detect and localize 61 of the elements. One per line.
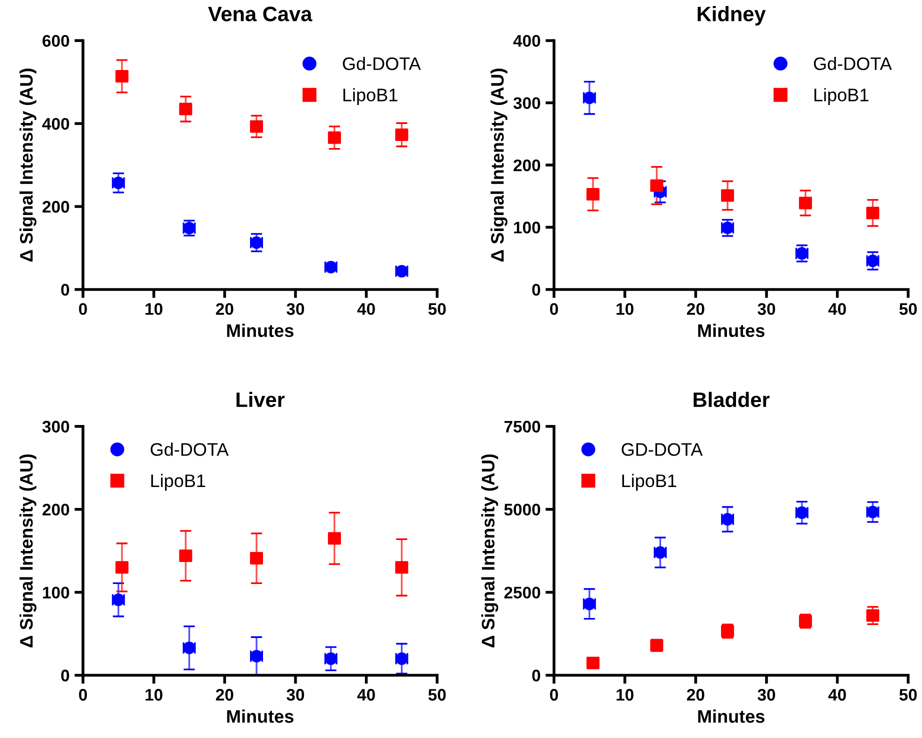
chart-title: Vena Cava — [208, 6, 312, 22]
legend-label: LipoB1 — [622, 474, 676, 491]
x-tick-label: 30 — [286, 688, 304, 701]
chart-title: Liver — [236, 392, 285, 408]
legend-label: LipoB1 — [151, 474, 206, 491]
x-tick-label: 0 — [79, 688, 87, 701]
y-tick-label: 0 — [61, 284, 70, 296]
y-tick-label: 400 — [513, 34, 540, 47]
y-tick-label: 5000 — [504, 504, 540, 516]
x-tick-label: 10 — [146, 303, 162, 315]
y-tick-label: 7500 — [504, 420, 540, 433]
legend-label: Gd-DOTA — [342, 56, 421, 70]
y-tick-label: 200 — [42, 200, 70, 213]
y-tick-label: 100 — [514, 222, 540, 234]
x-tick-label: 50 — [899, 688, 917, 701]
legend-label: Gd-DOTA — [150, 442, 229, 456]
x-axis-title: Minutes — [698, 710, 764, 723]
x-tick-label: 0 — [79, 303, 87, 315]
y-axis-title: Δ Signal Intensity (AU) — [20, 68, 36, 262]
y-axis-title: Δ Signal Intensity (AU) — [481, 454, 498, 648]
y-tick-label: 400 — [42, 118, 70, 130]
y-axis-title: Δ Signal Intensity (AU) — [490, 68, 508, 262]
x-tick-label: 20 — [216, 303, 234, 315]
x-tick-label: 20 — [686, 688, 704, 701]
x-tick-label: 40 — [357, 303, 375, 315]
y-tick-label: 0 — [532, 670, 540, 682]
chart-title: Kidney — [698, 6, 766, 26]
legend-label: Gd-DOTA — [814, 56, 892, 70]
x-tick-label: 0 — [550, 303, 558, 315]
x-tick-label: 10 — [616, 688, 634, 701]
legend-label: LipoB1 — [343, 88, 398, 105]
y-tick-label: 2500 — [504, 586, 540, 599]
y-tick-label: 200 — [514, 159, 540, 172]
x-tick-label: 20 — [216, 688, 234, 701]
x-tick-label: 40 — [828, 688, 846, 701]
y-tick-label: 0 — [61, 670, 70, 682]
legend-label: LipoB1 — [814, 88, 868, 105]
x-tick-label: 40 — [357, 688, 375, 701]
y-tick-label: 300 — [513, 97, 540, 110]
x-tick-label: 30 — [758, 688, 776, 701]
x-tick-label: 50 — [428, 688, 446, 701]
y-axis-title: Δ Signal Intensity (AU) — [20, 454, 36, 648]
x-tick-label: 30 — [758, 303, 776, 315]
y-tick-label: 600 — [42, 34, 70, 47]
chart-title: Bladder — [694, 392, 770, 408]
x-tick-label: 20 — [686, 303, 704, 315]
x-tick-label: 10 — [146, 688, 162, 701]
x-axis-title: Minutes — [227, 324, 294, 338]
x-tick-label: 50 — [428, 303, 446, 315]
x-tick-label: 10 — [616, 303, 634, 315]
y-tick-label: 300 — [42, 420, 70, 433]
x-tick-label: 30 — [286, 303, 304, 315]
x-axis-title: Minutes — [698, 324, 764, 338]
x-tick-label: 0 — [550, 688, 558, 701]
x-tick-label: 50 — [899, 303, 917, 315]
y-tick-label: 200 — [42, 504, 70, 516]
x-tick-label: 40 — [828, 303, 846, 315]
x-axis-title: Minutes — [227, 710, 294, 723]
legend-label: GD-DOTA — [622, 443, 703, 456]
y-tick-label: 0 — [532, 284, 540, 296]
y-tick-label: 100 — [43, 586, 70, 599]
